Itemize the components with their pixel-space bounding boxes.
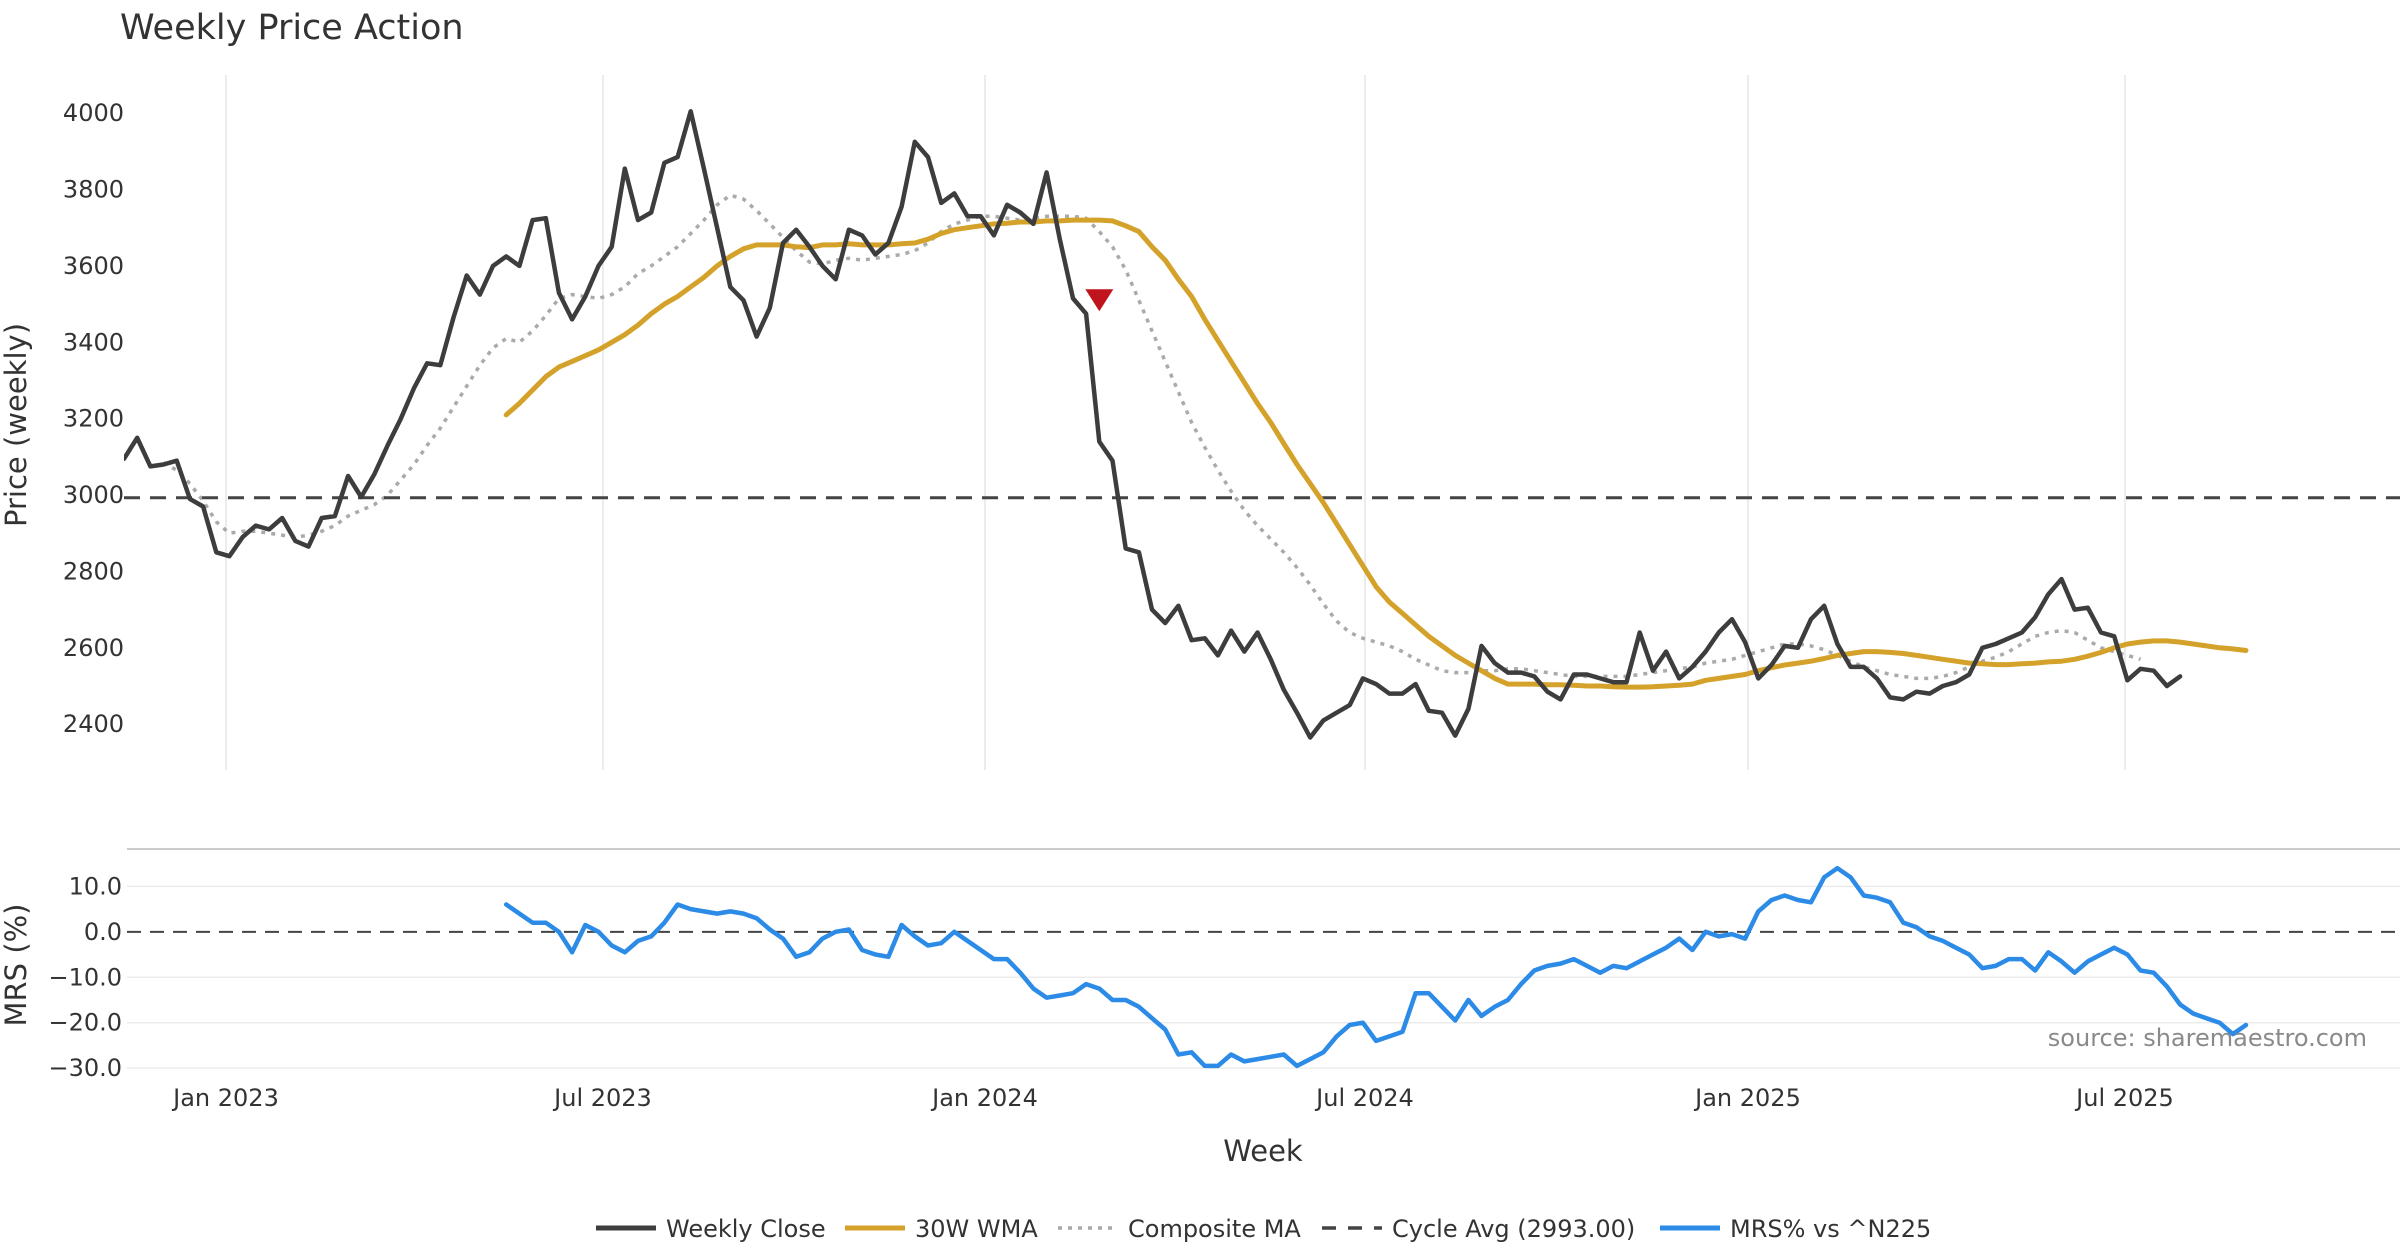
price-series: [124, 109, 2400, 740]
source-note: source: sharemaestro.com: [2048, 1024, 2367, 1052]
mrs-y-tick-label: −30.0: [48, 1054, 122, 1082]
mrs-y-tick-label: −20.0: [48, 1009, 122, 1037]
sell-marker-triangle: [1085, 289, 1114, 312]
legend-label: Weekly Close: [666, 1215, 826, 1243]
x-tick-label: Jul 2024: [1314, 1084, 1414, 1112]
composite-ma-line: [162, 193, 2141, 681]
mrs-y-ticks: 10.0 0.0 −10.0 −20.0 −30.0: [48, 872, 122, 1082]
mrs-panel: 10.0 0.0 −10.0 −20.0 −30.0 MRS (%) source: s…: [0, 848, 2400, 1082]
price-y-tick-label: 2600: [63, 634, 124, 662]
mrs-series: [503, 865, 2249, 1069]
legend-label: Cycle Avg (2993.00): [1392, 1215, 1635, 1243]
mrs-grid: [127, 885, 2400, 1069]
legend-label: MRS% vs ^N225: [1730, 1215, 1931, 1243]
mrs-line: [503, 865, 2249, 1069]
legend: Weekly Close 30W WMA Composite MA Cycle Avg…: [596, 1215, 1931, 1243]
mrs-y-tick-label: 0.0: [84, 918, 122, 946]
weekly-close-line: [124, 109, 2183, 740]
price-grid: [225, 75, 2126, 770]
x-axis-label: Week: [1223, 1134, 1303, 1168]
price-y-tick-label: 3600: [63, 252, 124, 280]
mrs-y-tick-label: −10.0: [48, 963, 122, 991]
legend-label: Composite MA: [1128, 1215, 1301, 1243]
price-y-tick-label: 2800: [63, 557, 124, 585]
price-y-axis-label: Price (weekly): [0, 323, 33, 527]
price-y-tick-label: 3800: [63, 176, 124, 204]
x-ticks: Jan 2023 Jul 2023 Jan 2024 Jul 2024 Jan 2025…: [171, 1084, 2174, 1112]
legend-label: 30W WMA: [915, 1215, 1038, 1243]
mrs-y-axis-label: MRS (%): [0, 904, 33, 1027]
price-y-tick-label: 4000: [63, 99, 124, 127]
x-tick-label: Jan 2023: [171, 1084, 279, 1112]
x-tick-label: Jul 2025: [2074, 1084, 2174, 1112]
price-y-tick-label: 2400: [63, 710, 124, 738]
price-panel: 2400 2600 2800 3000 3200 3400 3600 3800 4000 Pri…: [0, 75, 2400, 770]
x-tick-label: Jan 2025: [1693, 1084, 1801, 1112]
price-y-ticks: 2400 2600 2800 3000 3200 3400 3600 3800 4000: [63, 99, 124, 738]
price-y-tick-label: 3200: [63, 405, 124, 433]
price-y-tick-label: 3000: [63, 481, 124, 509]
chart-title: Weekly Price Action: [120, 8, 464, 48]
mrs-y-tick-label: 10.0: [69, 872, 122, 900]
x-tick-label: Jan 2024: [930, 1084, 1038, 1112]
30w-wma-line: [503, 217, 2249, 690]
price-y-tick-label: 3400: [63, 328, 124, 356]
x-tick-label: Jul 2023: [552, 1084, 652, 1112]
